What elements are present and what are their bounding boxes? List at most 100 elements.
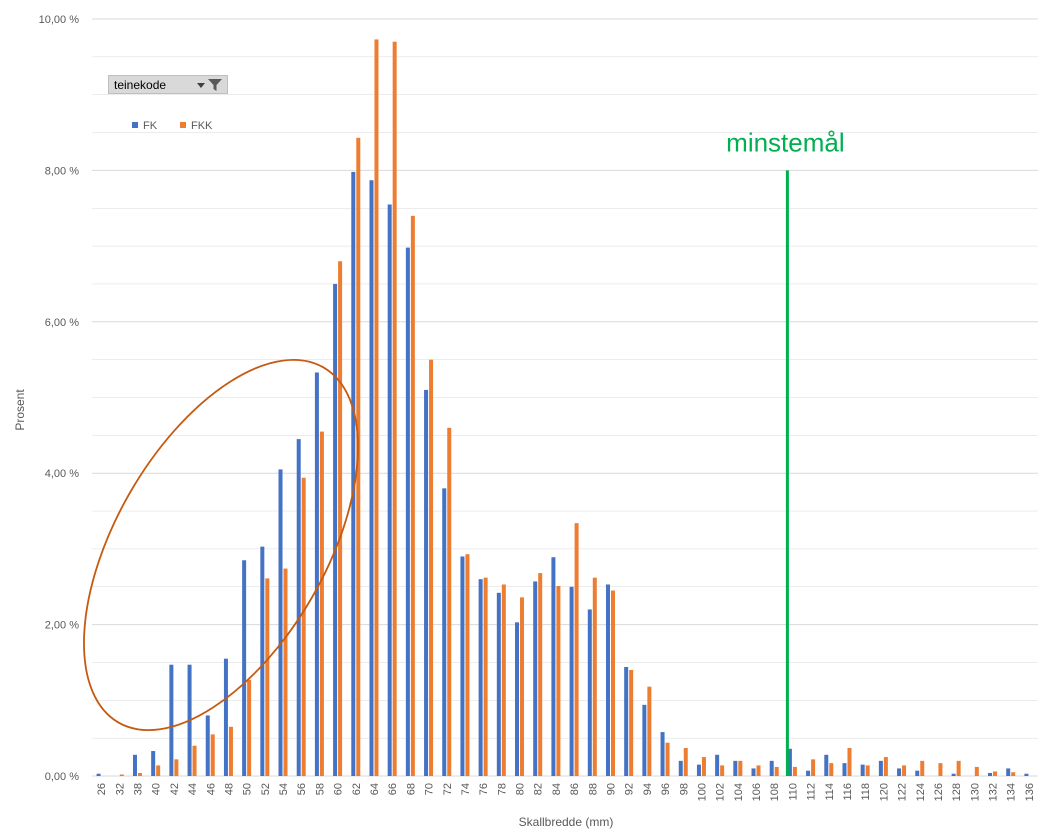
x-tick-label: 126 — [933, 783, 945, 801]
bar-fkk-70 — [429, 359, 434, 776]
bar-fkk-106 — [756, 765, 761, 776]
bar-fk-26 — [96, 773, 101, 776]
bar-fkk-38 — [137, 772, 142, 776]
bar-fkk-98 — [683, 747, 688, 776]
bar-fkk-58 — [319, 431, 324, 776]
bar-fk-134 — [1006, 768, 1011, 776]
x-tick-label: 74 — [460, 783, 472, 795]
bar-fkk-50 — [247, 679, 252, 776]
bar-fk-38 — [132, 754, 137, 776]
x-tick-label: 60 — [333, 783, 345, 795]
bar-fk-82 — [533, 581, 538, 776]
bar-fk-62 — [351, 171, 356, 776]
bar-fk-94 — [642, 704, 647, 776]
bar-fk-88 — [587, 609, 592, 776]
bar-fkk-82 — [538, 573, 543, 776]
x-tick-label: 110 — [787, 783, 799, 801]
bar-fkk-78 — [501, 584, 506, 776]
x-tick-label: 32 — [114, 783, 126, 795]
bar-fk-48 — [223, 658, 228, 776]
x-tick-label: 48 — [223, 783, 235, 795]
x-tick-label: 56 — [296, 783, 308, 795]
bar-fk-112 — [806, 770, 811, 776]
bar-fkk-100 — [701, 757, 706, 776]
x-tick-label: 96 — [660, 783, 672, 795]
x-tick-label: 94 — [642, 783, 654, 795]
bar-fk-54 — [278, 469, 283, 776]
x-tick-label: 98 — [678, 783, 690, 795]
x-tick-label: 52 — [260, 783, 272, 795]
x-tick-label: 92 — [624, 783, 636, 795]
bar-fkk-44 — [192, 745, 197, 776]
bar-fk-58 — [314, 372, 319, 776]
bar-fk-60 — [333, 283, 338, 776]
bar-fkk-72 — [447, 427, 452, 776]
bar-fkk-120 — [883, 757, 888, 776]
bar-fk-136 — [1024, 773, 1029, 776]
bar-fkk-126 — [938, 763, 943, 776]
bar-fk-122 — [897, 768, 902, 776]
bar-fk-84 — [551, 557, 556, 776]
x-tick-label: 136 — [1024, 783, 1036, 801]
x-tick-label: 44 — [187, 783, 199, 795]
x-tick-label: 132 — [988, 783, 1000, 801]
x-tick-label: 66 — [387, 783, 399, 795]
bar-fkk-92 — [629, 670, 634, 776]
y-tick-label: 2,00 % — [45, 620, 79, 632]
bar-fkk-118 — [865, 765, 870, 776]
filter-funnel-icon — [208, 79, 222, 91]
bar-fk-70 — [424, 389, 429, 776]
bar-fkk-128 — [956, 760, 961, 776]
bar-fkk-96 — [665, 742, 670, 776]
bar-fkk-76 — [483, 577, 488, 776]
bar-fk-72 — [442, 488, 447, 776]
x-tick-label: 120 — [878, 783, 890, 801]
bar-fkk-122 — [902, 765, 907, 776]
bar-fkk-48 — [228, 726, 233, 776]
x-tick-label: 102 — [715, 783, 727, 801]
y-tick-label: 8,00 % — [45, 165, 79, 177]
bar-fk-114 — [824, 754, 829, 776]
x-tick-label: 86 — [569, 783, 581, 795]
bar-fk-132 — [988, 772, 993, 776]
filter-label: teinekode — [114, 78, 167, 92]
bar-fkk-40 — [156, 765, 161, 776]
x-tick-label: 104 — [733, 783, 745, 801]
legend-swatch-fk — [132, 122, 138, 128]
bar-fk-128 — [951, 773, 956, 776]
x-tick-label: 68 — [405, 783, 417, 795]
bar-fkk-86 — [574, 523, 579, 776]
x-tick-label: 76 — [478, 783, 490, 795]
x-tick-label: 64 — [369, 783, 381, 795]
x-tick-label: 54 — [278, 783, 290, 795]
bar-fk-40 — [151, 751, 156, 776]
bar-fkk-116 — [847, 747, 852, 776]
bar-fk-100 — [696, 764, 701, 776]
bar-fk-104 — [733, 760, 738, 776]
highlight-ellipse — [83, 358, 359, 732]
bar-fkk-52 — [265, 578, 270, 776]
y-tick-label: 10,00 % — [39, 14, 80, 26]
bar-fkk-130 — [974, 766, 979, 776]
x-tick-label: 108 — [769, 783, 781, 801]
bar-fkk-80 — [520, 597, 525, 776]
dropdown-arrow-icon — [197, 83, 205, 88]
bar-fkk-110 — [792, 766, 797, 776]
x-tick-label: 128 — [951, 783, 963, 801]
x-tick-label: 134 — [1006, 783, 1018, 801]
bar-fkk-68 — [410, 215, 415, 776]
bar-fkk-104 — [738, 760, 743, 776]
bar-fk-42 — [169, 664, 174, 776]
legend: FK FKK — [132, 120, 213, 132]
x-tick-label: 106 — [751, 783, 763, 801]
bar-fk-102 — [715, 754, 720, 776]
bar-fkk-94 — [647, 686, 652, 776]
x-tick-label: 70 — [424, 783, 436, 795]
filter-button-teinekode[interactable]: teinekode — [108, 75, 228, 94]
bar-fk-80 — [515, 622, 520, 776]
bar-fkk-84 — [556, 585, 561, 776]
x-tick-label: 42 — [169, 783, 181, 795]
bar-fkk-88 — [592, 577, 597, 776]
bar-fk-92 — [624, 666, 629, 776]
